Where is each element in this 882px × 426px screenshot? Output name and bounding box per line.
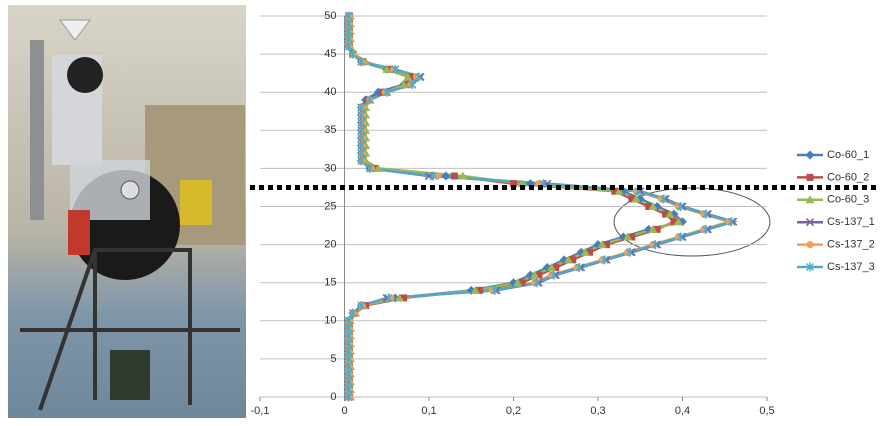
x-tick-label: 0 <box>341 405 347 417</box>
legend-label: Co-60_1 <box>827 149 869 161</box>
x-tick-label: 0,2 <box>506 405 521 417</box>
legend-marker <box>807 174 814 181</box>
y-tick-label: 50 <box>324 10 336 22</box>
legend-label: Co-60_3 <box>827 194 869 206</box>
x-tick-label: -0,1 <box>251 405 270 417</box>
data-point <box>441 172 450 181</box>
legend-marker <box>806 151 815 160</box>
legend-label: Cs-137_1 <box>827 216 875 228</box>
y-tick-label: 15 <box>324 277 336 289</box>
photo <box>8 5 246 418</box>
y-tick-label: 30 <box>324 162 336 174</box>
y-tick-label: 20 <box>324 239 336 251</box>
y-tick-label: 5 <box>330 353 336 365</box>
legend-marker <box>807 241 814 248</box>
y-tick-label: 40 <box>324 86 336 98</box>
x-tick-label: 0,1 <box>421 405 436 417</box>
legend-label: Cs-137_2 <box>827 239 875 251</box>
chart: 0 5 10 15 20 25 30 35 40 45 50 -0,1 0 0,1 0,2 0,3 0,4 0,5… <box>0 0 882 426</box>
x-tick-label: 0,4 <box>675 405 690 417</box>
legend-label: Co-60_2 <box>827 171 869 183</box>
legend-label: Cs-137_3 <box>827 261 875 273</box>
y-tick-label: 10 <box>324 315 336 327</box>
y-tick-label: 35 <box>324 124 336 136</box>
x-tick-label: 0,5 <box>759 405 774 417</box>
x-tick-label: 0,3 <box>590 405 605 417</box>
page: {"chart_data": {"type": "line", "y": [0,… <box>0 0 882 426</box>
data-point <box>451 173 458 180</box>
y-tick-label: 25 <box>324 200 336 212</box>
y-tick-label: 0 <box>330 391 336 403</box>
y-tick-label: 45 <box>324 48 336 60</box>
